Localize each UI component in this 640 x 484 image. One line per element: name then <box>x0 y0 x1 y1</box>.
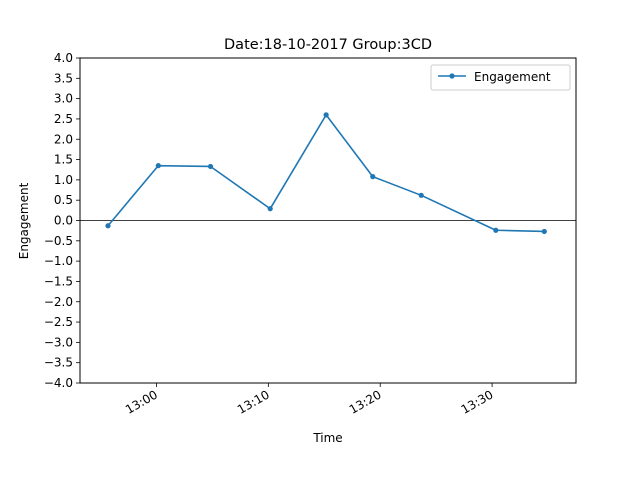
y-tick-label: 2.0 <box>54 132 73 146</box>
y-tick-label: 0.5 <box>54 193 73 207</box>
plot-area-frame <box>79 57 577 384</box>
y-tick-label: 0.0 <box>54 214 73 228</box>
y-tick-label: 4.0 <box>54 51 73 65</box>
y-tick-label: −0.5 <box>44 234 73 248</box>
data-point <box>207 163 214 170</box>
y-tick-label: −1.5 <box>44 274 73 288</box>
data-point <box>370 174 376 180</box>
data-point <box>105 223 111 229</box>
y-tick-label: −4.0 <box>44 376 73 390</box>
data-point <box>155 163 161 169</box>
y-tick-label: −3.5 <box>44 356 73 370</box>
legend-box <box>430 64 571 91</box>
data-point <box>418 192 424 198</box>
legend-marker-swatch <box>449 73 455 79</box>
y-tick-label: 1.0 <box>54 173 73 187</box>
data-point <box>323 112 329 118</box>
data-point <box>267 206 273 212</box>
chart-title: Date:18-10-2017 Group:3CD <box>224 37 432 53</box>
y-tick-label: 3.5 <box>54 71 73 85</box>
legend-label: Engagement <box>474 70 551 84</box>
y-axis-label: Engagement <box>17 182 31 259</box>
y-tick-label: 2.5 <box>54 112 73 126</box>
series-layer <box>105 112 547 235</box>
data-point <box>493 227 499 233</box>
legend: Engagement <box>430 64 571 91</box>
y-tick-label: −1.0 <box>44 254 73 268</box>
y-axis-ticks: 4.0 3.5 3.0 2.5 2.0 1.5 1.0 0.5 0.0 −0.5 −1.0 −1.5 −… <box>44 51 80 390</box>
data-point <box>541 228 547 235</box>
x-axis-label: Time <box>312 431 342 445</box>
y-tick-label: −2.0 <box>44 295 73 309</box>
y-tick-label: −3.0 <box>44 335 73 349</box>
y-tick-label: 3.0 <box>54 92 73 106</box>
y-tick-label: −2.5 <box>44 315 73 329</box>
y-tick-label: 1.5 <box>54 153 73 167</box>
